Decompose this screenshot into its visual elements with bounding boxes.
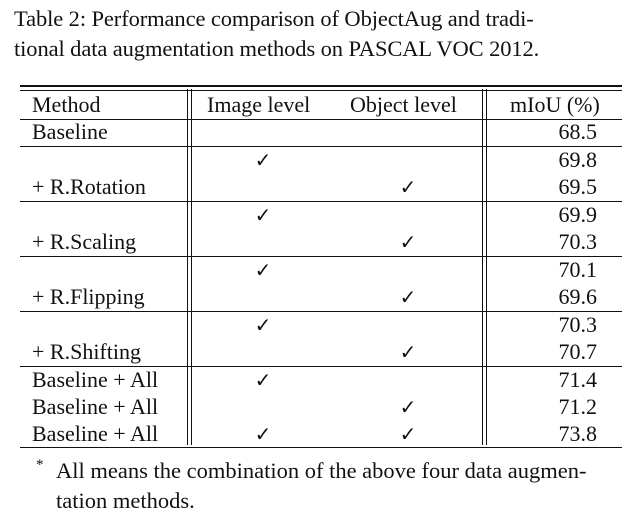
column-divider (187, 89, 188, 445)
group-rule-4 (20, 311, 622, 312)
caption-line-1: Table 2: Performance comparison of Objec… (14, 6, 534, 31)
image-level-check-icon: ✓ (254, 368, 272, 392)
caption-line-2: tional data augmentation methods on PASC… (14, 36, 540, 61)
object-level-check-icon: ✓ (399, 230, 417, 254)
image-level-check-icon: ✓ (254, 258, 272, 282)
object-level-check-icon: ✓ (399, 285, 417, 309)
object-level-check-icon: ✓ (399, 422, 417, 446)
column-divider (482, 89, 483, 445)
header-object-level: Object level (350, 92, 457, 117)
top-rule-inner (20, 90, 622, 91)
header-rule (20, 119, 622, 120)
method-cell: Baseline + All (32, 421, 159, 446)
miou-cell: 71.4 (558, 367, 598, 392)
header-miou: mIoU (%) (510, 92, 600, 117)
method-cell: + R.Rotation (32, 174, 146, 199)
table-footnote: * All means the combination of the above… (36, 456, 626, 516)
method-cell: Baseline + All (32, 367, 159, 392)
column-divider (486, 89, 487, 445)
footnote-line-2: tation methods. (56, 488, 195, 513)
method-cell: + R.Shifting (32, 339, 141, 364)
group-rule-3 (20, 256, 622, 257)
object-level-check-icon: ✓ (399, 175, 417, 199)
image-level-check-icon: ✓ (254, 203, 272, 227)
object-level-check-icon: ✓ (399, 340, 417, 364)
object-level-check-icon: ✓ (399, 395, 417, 419)
footnote-line-1: All means the combination of the above f… (56, 458, 587, 483)
miou-cell: 69.6 (558, 284, 598, 309)
image-level-check-icon: ✓ (254, 148, 272, 172)
footnote-mark: * (36, 457, 44, 473)
group-rule-5 (20, 366, 622, 367)
miou-cell: 70.1 (558, 257, 598, 282)
header-image-level: Image level (207, 92, 311, 117)
image-level-check-icon: ✓ (254, 313, 272, 337)
miou-cell: 68.5 (558, 119, 598, 144)
group-rule-2 (20, 201, 622, 202)
header-method: Method (32, 92, 101, 117)
image-level-check-icon: ✓ (254, 422, 272, 446)
miou-cell: 70.7 (558, 339, 598, 364)
bottom-rule (20, 447, 622, 448)
method-cell: Baseline (32, 119, 108, 144)
column-divider (191, 89, 192, 445)
method-cell: Baseline + All (32, 394, 159, 419)
miou-cell: 71.2 (558, 394, 598, 419)
miou-cell: 69.5 (558, 174, 598, 199)
miou-cell: 69.8 (558, 147, 598, 172)
miou-cell: 70.3 (558, 229, 598, 254)
miou-cell: 73.8 (558, 421, 598, 446)
group-rule-1 (20, 146, 622, 147)
method-cell: + R.Scaling (32, 229, 137, 254)
top-rule (20, 85, 622, 87)
method-cell: + R.Flipping (32, 284, 145, 309)
miou-cell: 69.9 (558, 202, 598, 227)
table-caption: Table 2: Performance comparison of Objec… (14, 4, 628, 64)
comparison-table: Method Image level Object level mIoU (%)… (20, 85, 622, 448)
miou-cell: 70.3 (558, 312, 598, 337)
